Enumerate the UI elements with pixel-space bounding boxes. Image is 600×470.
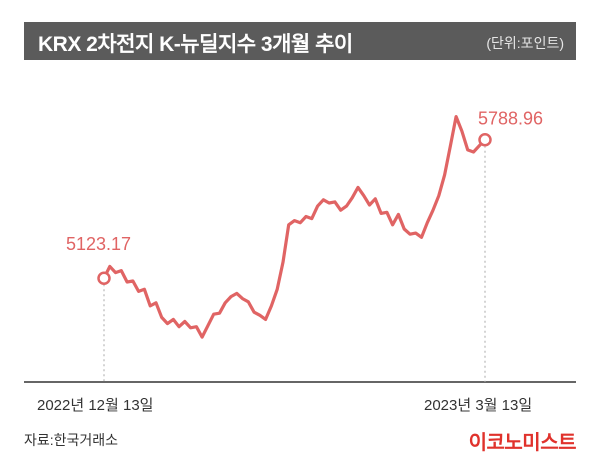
start-value-label: 5123.17 [66,234,131,254]
series-line [102,115,487,339]
chart-title: KRX 2차전지 K-뉴딜지수 3개월 추이 [38,33,353,56]
x-tick-label-end: 2023년 3월 13일 [424,397,532,414]
x-tick-label-start: 2022년 12월 13일 [37,397,153,414]
publisher-logo: 이코노미스트 [468,432,577,454]
end-value-label: 5788.96 [478,109,543,129]
end-point-marker [478,132,492,147]
unit-label: (단위:포인트) [486,35,564,51]
source-note: 자료:한국거래소 [24,432,119,448]
start-point-marker [97,271,111,285]
title-bar: KRX 2차전지 K-뉴딜지수 3개월 추이 (단위:포인트) [24,22,576,60]
